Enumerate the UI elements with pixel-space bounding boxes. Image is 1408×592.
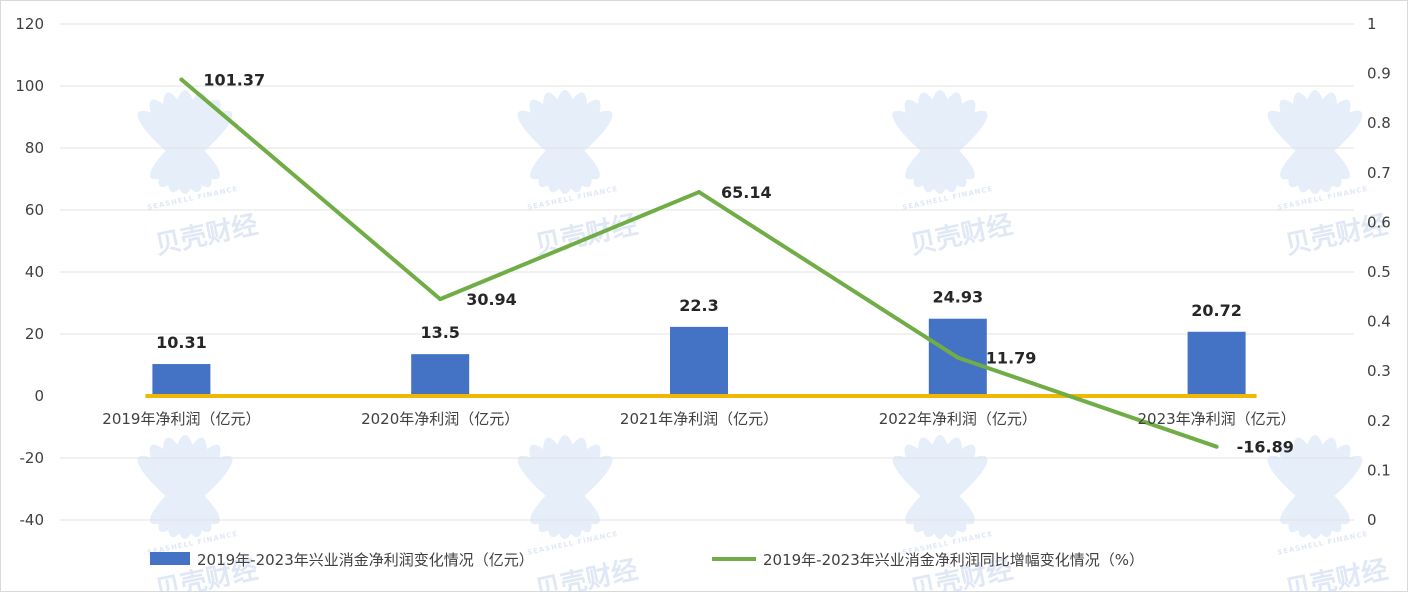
line-point [955,355,960,360]
line-point [438,297,443,302]
watermark-shell-petal [529,110,613,180]
bar-data-label: 10.31 [156,333,207,352]
legend-line-label: 2019年-2023年兴业消金净利润同比增幅变化情况（%） [763,551,1144,569]
bar [152,364,211,396]
line-data-label: 30.94 [466,290,517,309]
watermark-shell-petal [149,110,233,180]
legend-bar-swatch [150,552,190,565]
category-label: 2023年净利润（亿元） [1138,410,1296,428]
category-label: 2020年净利润（亿元） [361,410,519,428]
line-series [179,77,1219,449]
line-data-label: 101.37 [203,71,265,90]
legend: 2019年-2023年兴业消金净利润变化情况（亿元） 2019年-2023年兴业… [150,551,1144,569]
line-data-label: 65.14 [721,183,772,202]
right-tick-label: 0.4 [1367,313,1391,331]
category-axis: 2019年净利润（亿元） 2020年净利润（亿元） 2021年净利润（亿元） 2022… [102,410,1295,428]
bar-data-label: 22.3 [679,296,718,315]
category-label: 2019年净利润（亿元） [102,410,260,428]
watermark-shell-petal [1279,110,1363,180]
right-tick-label: 0.3 [1367,362,1391,380]
line-point [1214,444,1219,449]
left-tick-label: 0 [34,387,44,405]
watermark-shell-petal [904,455,988,525]
category-label: 2022年净利润（亿元） [879,410,1037,428]
right-tick-label: 0.1 [1367,461,1391,479]
right-tick-label: 0.5 [1367,263,1391,281]
left-tick-label: -20 [20,449,45,467]
watermark-shell-petal [149,455,233,525]
data-labels: 10.31 13.5 22.3 24.93 20.72 101.37 30.94 65.14 1… [156,71,1294,457]
bar-data-label: 13.5 [420,323,459,342]
bar [670,326,728,396]
right-tick-label: 0.9 [1367,65,1391,83]
bar [1187,331,1246,396]
left-tick-label: 20 [25,325,44,343]
line-point [179,77,184,82]
right-tick-label: 0.2 [1367,412,1391,430]
left-tick-label: 120 [15,15,44,33]
right-tick-label: 0.8 [1367,114,1391,132]
right-tick-label: 1 [1367,15,1377,33]
left-tick-label: 40 [25,263,44,281]
left-tick-label: 60 [25,201,44,219]
line-data-label: 11.79 [986,349,1037,368]
watermark-shell-petal [1279,455,1363,525]
category-label: 2021年净利润（亿元） [620,410,778,428]
line-data-label: -16.89 [1237,438,1294,457]
watermark-shell-petal [904,110,988,180]
bar [411,354,470,396]
right-tick-label: 0.6 [1367,213,1391,231]
bar-data-label: 24.93 [932,288,983,307]
right-axis: 1 0.9 0.8 0.7 0.6 0.5 0.4 0.3 0.2 0.1 0 [1367,15,1391,529]
right-tick-label: 0 [1367,511,1377,529]
watermark-shell-petal [529,455,613,525]
left-tick-label: 100 [15,77,44,95]
bar-data-label: 20.72 [1191,301,1242,320]
left-axis: 120 100 80 60 40 20 0 -20 -40 [15,15,44,529]
left-tick-label: -40 [20,511,45,529]
left-tick-label: 80 [25,139,44,157]
legend-bar-label: 2019年-2023年兴业消金净利润变化情况（亿元） [197,551,534,569]
right-tick-label: 0.7 [1367,164,1391,182]
line-point [697,190,701,195]
